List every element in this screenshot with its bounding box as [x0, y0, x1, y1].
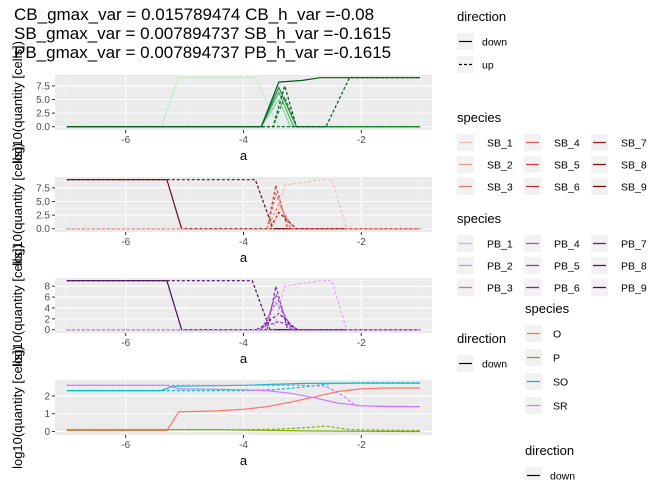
legend-direction-1-label: down — [482, 37, 507, 49]
y-axis-label: log10(quantity [cells]) — [10, 143, 25, 266]
y-tick-label: 2 — [44, 314, 50, 325]
x-tick-label: -2 — [357, 237, 366, 248]
legend-direction-1-title: direction — [457, 9, 506, 24]
legend-species-pb-label: PB_7 — [621, 239, 647, 251]
legend-species-sb-label: SB_4 — [554, 138, 580, 150]
series-line-7 — [66, 179, 421, 230]
legend-species-sb-label: SB_2 — [487, 160, 513, 172]
series-line-5 — [66, 202, 421, 230]
legend-species-nutrients-label: P — [553, 353, 560, 365]
x-tick-label: -6 — [121, 237, 130, 248]
x-tick-label: -4 — [239, 338, 248, 349]
x-tick-label: -2 — [357, 338, 366, 349]
legend-direction-3-label: down — [550, 471, 575, 480]
y-tick-label: 0 — [44, 325, 50, 336]
legend-species-nutrients-label: SO — [553, 377, 568, 389]
y-tick-label: 6 — [44, 293, 50, 304]
x-tick-label: -4 — [239, 440, 248, 451]
legend-species-sb-label: SB_8 — [621, 160, 647, 172]
legend-species-sb-label: SB_9 — [621, 182, 647, 194]
x-axis-label: a — [240, 250, 248, 265]
y-tick-label: 2.5 — [36, 211, 50, 222]
legend-species-pb-label: PB_9 — [621, 283, 647, 295]
x-tick-label: -6 — [121, 338, 130, 349]
x-tick-label: -4 — [239, 135, 248, 146]
y-tick-label: 0 — [44, 427, 50, 438]
legend-species-sb-label: SB_1 — [487, 138, 513, 150]
y-tick-label: 1 — [44, 409, 50, 420]
y-tick-label: 5.0 — [36, 197, 50, 208]
y-tick-label: 5.0 — [36, 95, 50, 106]
y-tick-label: 7.5 — [36, 183, 50, 194]
y-tick-label: 2 — [44, 391, 50, 402]
legend-species-pb-label: PB_3 — [487, 283, 513, 295]
y-tick-label: 0.0 — [36, 122, 50, 133]
series-group — [66, 382, 421, 433]
y-axis-label: log10(quantity [cells]) — [10, 346, 25, 469]
y-tick-label: 7.5 — [36, 81, 50, 92]
legend-species-nutrients-title: species — [525, 301, 570, 316]
x-tick-label: -2 — [357, 440, 366, 451]
series-line-5 — [66, 301, 421, 331]
legend-direction-2-title: direction — [457, 331, 506, 346]
legend-species-sb-title: species — [457, 110, 502, 125]
title-line-1: CB_gmax_var = 0.015789474 CB_h_var =-0.0… — [14, 5, 374, 24]
series-line-8 — [66, 280, 421, 331]
legend-direction-2-label: down — [482, 359, 507, 371]
series-group — [66, 77, 421, 128]
series-line-1 — [66, 387, 421, 432]
panel-CB: -6 -4 -2 0.0 2.5 5.0 7.5 a log10(quantity [cells… — [10, 41, 432, 164]
legend-species-sb-label: SB_6 — [554, 182, 580, 194]
series-line-3 — [66, 425, 421, 432]
x-axis-label: a — [240, 351, 248, 366]
legend-species-pb-label: PB_5 — [554, 261, 580, 273]
series-line-7 — [66, 384, 421, 408]
x-tick-label: -4 — [239, 237, 248, 248]
legend-direction-3-title: direction — [525, 443, 574, 458]
series-line-6 — [66, 384, 421, 408]
legends: direction down up species SB_1 SB_2 SB_3 SB_4 SB… — [457, 9, 647, 480]
series-line-2 — [66, 280, 421, 331]
legend-species-sb-label: SB_3 — [487, 182, 513, 194]
legend-species-sb-label: SB_5 — [554, 160, 580, 172]
legend-species-pb-label: PB_8 — [621, 261, 647, 273]
legend-species-pb-label: PB_4 — [554, 239, 580, 251]
x-tick-label: -6 — [121, 440, 130, 451]
legend-species-pb-label: PB_1 — [487, 239, 513, 251]
series-line-5 — [66, 382, 421, 392]
y-tick-label: 0.0 — [36, 224, 50, 235]
x-tick-label: -2 — [357, 135, 366, 146]
y-tick-label: 2.5 — [36, 109, 50, 120]
x-tick-label: -6 — [121, 135, 130, 146]
series-group — [66, 280, 421, 331]
y-tick-label: 8 — [44, 282, 50, 293]
series-group — [66, 179, 421, 230]
legend-direction-3-key — [525, 467, 542, 480]
title-line-3: PB_gmax_var = 0.007894737 PB_h_var =-0.1… — [14, 43, 391, 62]
y-axis-label: log10(quantity [cells]) — [10, 244, 25, 367]
y-tick-label: 4 — [44, 303, 50, 314]
legend-species-pb-title: species — [457, 211, 502, 226]
title-line-2: SB_gmax_var = 0.007894737 SB_h_var =-0.1… — [14, 24, 391, 43]
x-axis-label: a — [240, 148, 248, 163]
legend-direction-1-label: up — [482, 60, 494, 72]
legend-species-pb-label: PB_2 — [487, 261, 513, 273]
legend-species-sb-label: SB_7 — [621, 138, 647, 150]
panel-nutrients: -6 -4 -2 0 1 2 a log10(quantity [cells]) — [10, 346, 432, 469]
series-line-8 — [66, 77, 421, 128]
legend-species-nutrients-label: SR — [553, 401, 568, 413]
x-axis-label: a — [240, 453, 248, 468]
y-axis-label: log10(quantity [cells]) — [10, 41, 25, 164]
legend-species-nutrients-label: O — [553, 329, 561, 341]
panels: -6 -4 -2 0.0 2.5 5.0 7.5 a log10(quantity [cells… — [10, 41, 432, 469]
plot-title: CB_gmax_var = 0.015789474 CB_h_var =-0.0… — [14, 5, 391, 62]
panel-SB: -6 -4 -2 0.0 2.5 5.0 7.5 a log10(quantity [cells… — [10, 143, 432, 266]
legend-species-pb-label: PB_6 — [554, 283, 580, 295]
